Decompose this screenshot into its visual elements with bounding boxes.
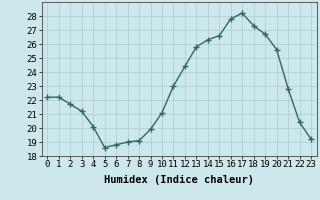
X-axis label: Humidex (Indice chaleur): Humidex (Indice chaleur) bbox=[104, 175, 254, 185]
